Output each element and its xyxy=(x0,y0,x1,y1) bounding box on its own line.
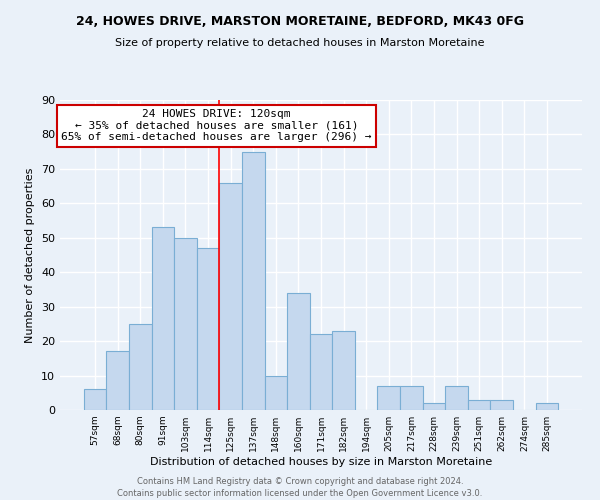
Bar xyxy=(536,403,558,410)
Y-axis label: Number of detached properties: Number of detached properties xyxy=(25,168,35,342)
Text: 24 HOWES DRIVE: 120sqm
← 35% of detached houses are smaller (161)
65% of semi-de: 24 HOWES DRIVE: 120sqm ← 35% of detached… xyxy=(61,110,372,142)
Text: Contains public sector information licensed under the Open Government Licence v3: Contains public sector information licen… xyxy=(118,489,482,498)
Text: 24, HOWES DRIVE, MARSTON MORETAINE, BEDFORD, MK43 0FG: 24, HOWES DRIVE, MARSTON MORETAINE, BEDF… xyxy=(76,15,524,28)
Bar xyxy=(242,152,265,410)
Bar xyxy=(445,386,468,410)
Bar xyxy=(106,352,129,410)
Bar xyxy=(84,390,106,410)
Bar xyxy=(377,386,400,410)
Bar xyxy=(287,293,310,410)
Bar xyxy=(332,331,355,410)
Bar xyxy=(400,386,422,410)
Bar xyxy=(468,400,490,410)
Bar xyxy=(129,324,152,410)
Bar xyxy=(310,334,332,410)
Bar xyxy=(490,400,513,410)
Bar xyxy=(152,228,174,410)
Bar xyxy=(220,182,242,410)
Bar xyxy=(422,403,445,410)
X-axis label: Distribution of detached houses by size in Marston Moretaine: Distribution of detached houses by size … xyxy=(150,457,492,467)
Text: Size of property relative to detached houses in Marston Moretaine: Size of property relative to detached ho… xyxy=(115,38,485,48)
Text: Contains HM Land Registry data © Crown copyright and database right 2024.: Contains HM Land Registry data © Crown c… xyxy=(137,478,463,486)
Bar xyxy=(174,238,197,410)
Bar xyxy=(265,376,287,410)
Bar xyxy=(197,248,220,410)
